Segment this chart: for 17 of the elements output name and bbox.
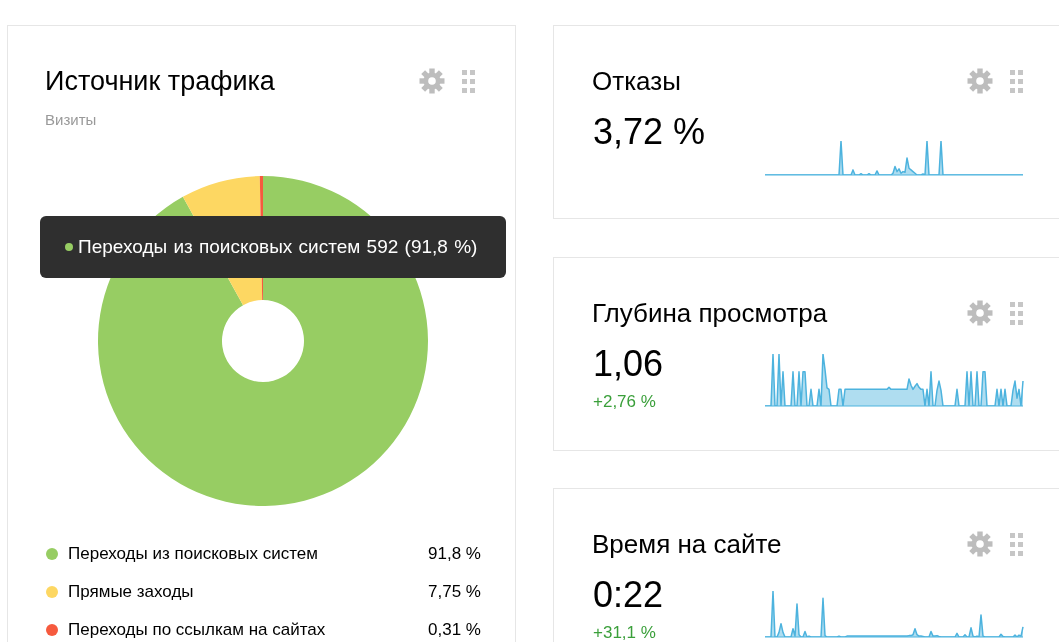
data-label: 91,8 % <box>428 544 481 563</box>
text: 0:22 <box>593 574 664 615</box>
data-label: 7,75 % <box>428 582 481 601</box>
legend-label: Переходы из поисковых систем <box>68 544 318 563</box>
legend-label: Переходы по ссылкам на сайтах <box>68 620 326 639</box>
chart-title: Глубина просмотра <box>592 298 828 328</box>
text: +2,76 % <box>593 392 656 411</box>
chart-subtitle: Визиты <box>45 111 97 128</box>
chart-title: Время на сайте <box>592 529 782 559</box>
legend-label: Прямые заходы <box>68 582 194 601</box>
chart-title: Источник трафика <box>45 66 275 96</box>
chart-title: Отказы <box>592 66 681 96</box>
data-label: 0,31 % <box>428 620 481 639</box>
text: 3,72 % <box>593 111 706 152</box>
text: +31,1 % <box>593 623 656 642</box>
text: Переходы из поисковых систем 592 (91,8 %) <box>78 236 478 257</box>
text: 1,06 <box>593 343 664 384</box>
